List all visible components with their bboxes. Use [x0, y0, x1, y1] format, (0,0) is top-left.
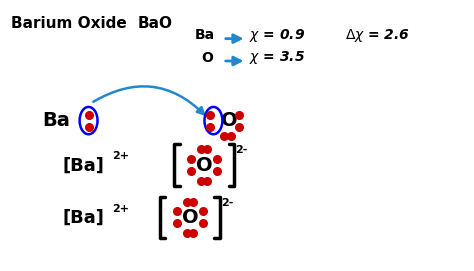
Text: O: O — [201, 50, 213, 64]
Text: Barium Oxide: Barium Oxide — [11, 16, 127, 31]
Text: $\Delta\chi$ = 2.6: $\Delta\chi$ = 2.6 — [346, 27, 410, 44]
Text: 2+: 2+ — [112, 204, 129, 214]
Text: 2-: 2- — [236, 146, 248, 155]
Text: Ba: Ba — [195, 28, 215, 42]
Text: BaO: BaO — [138, 16, 173, 31]
Text: O: O — [182, 208, 198, 227]
Text: O: O — [196, 156, 212, 175]
Text: $\chi$ = 3.5: $\chi$ = 3.5 — [249, 49, 305, 66]
Text: 2+: 2+ — [112, 151, 129, 161]
Text: 2-: 2- — [221, 198, 234, 208]
Text: O: O — [220, 111, 237, 130]
Text: [Ba]: [Ba] — [63, 156, 105, 174]
Text: Ba: Ba — [42, 111, 70, 130]
Text: $\chi$ = 0.9: $\chi$ = 0.9 — [249, 27, 305, 44]
Text: [Ba]: [Ba] — [63, 208, 105, 227]
